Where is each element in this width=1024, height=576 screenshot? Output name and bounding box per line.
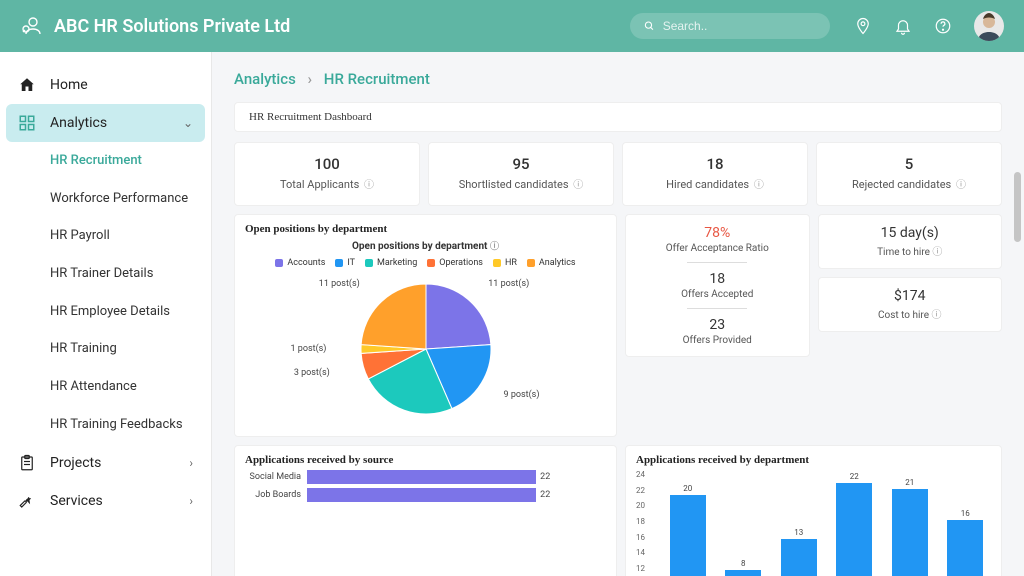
- sidebar-item-home[interactable]: Home: [0, 66, 211, 104]
- avatar[interactable]: [974, 11, 1004, 41]
- hbar-card: Applications received by source Social M…: [234, 445, 617, 576]
- search-icon: [644, 20, 655, 32]
- sidebar-sub-trainer[interactable]: HR Trainer Details: [0, 255, 211, 293]
- info-icon[interactable]: ⓘ: [932, 247, 942, 258]
- wrench-icon: [18, 492, 36, 510]
- sidebar-sub-payroll[interactable]: HR Payroll: [0, 217, 211, 255]
- sidebar-sub-feedbacks[interactable]: HR Training Feedbacks: [0, 406, 211, 444]
- kpi-hired: 18Hired candidates ⓘ: [622, 142, 808, 206]
- pie-chart: 11 post(s)9 post(s)3 post(s)1 post(s)11 …: [351, 274, 501, 428]
- breadcrumb: Analytics › HR Recruitment: [234, 70, 1002, 88]
- scrollbar[interactable]: [1014, 172, 1021, 566]
- offer-card: 78% Offer Acceptance Ratio 18 Offers Acc…: [625, 214, 810, 357]
- main-content: Analytics › HR Recruitment HR Recruitmen…: [212, 52, 1024, 576]
- time-hire-card: 15 day(s) Time to hire ⓘ: [818, 214, 1003, 269]
- kpi-total: 100Total Applicants ⓘ: [234, 142, 420, 206]
- breadcrumb-current: HR Recruitment: [324, 70, 430, 88]
- sidebar-item-analytics[interactable]: Analytics ⌄: [6, 104, 205, 142]
- chevron-right-icon: ›: [189, 494, 193, 508]
- topbar: ABC HR Solutions Private Ltd: [0, 0, 1024, 52]
- search-input[interactable]: [663, 19, 816, 33]
- vbar-card: Applications received by department 2422…: [625, 445, 1002, 576]
- home-icon: [18, 76, 36, 94]
- kpi-rejected: 5Rejected candidates ⓘ: [816, 142, 1002, 206]
- info-icon[interactable]: ⓘ: [754, 180, 764, 191]
- bell-icon[interactable]: [894, 17, 912, 35]
- grid-icon: [18, 114, 36, 132]
- person-search-icon: [20, 14, 44, 38]
- sidebar-sub-employee[interactable]: HR Employee Details: [0, 293, 211, 331]
- search-box[interactable]: [630, 13, 830, 39]
- brand-logo: ABC HR Solutions Private Ltd: [20, 14, 290, 38]
- sidebar-sub-recruitment[interactable]: HR Recruitment: [0, 142, 211, 180]
- sidebar-sub-training[interactable]: HR Training: [0, 330, 211, 368]
- cost-hire-card: $174 Cost to hire ⓘ: [818, 277, 1003, 332]
- chevron-right-icon: ›: [189, 456, 193, 470]
- info-icon[interactable]: ⓘ: [956, 180, 966, 191]
- info-icon[interactable]: ⓘ: [490, 242, 499, 252]
- location-icon[interactable]: [854, 17, 872, 35]
- clipboard-icon: [18, 454, 36, 472]
- chevron-down-icon: ⌄: [183, 116, 193, 130]
- breadcrumb-analytics[interactable]: Analytics: [234, 70, 296, 88]
- info-icon[interactable]: ⓘ: [573, 180, 583, 191]
- pie-legend: AccountsITMarketingOperationsHRAnalytics: [245, 258, 606, 268]
- brand-name: ABC HR Solutions Private Ltd: [54, 16, 290, 37]
- dashboard-title: HR Recruitment Dashboard: [234, 102, 1002, 132]
- sidebar-item-services[interactable]: Services ›: [0, 482, 211, 520]
- bar-chart: 242220181614121086 20813222116: [636, 470, 991, 576]
- help-icon[interactable]: [934, 17, 952, 35]
- info-icon[interactable]: ⓘ: [932, 310, 942, 321]
- sidebar-item-projects[interactable]: Projects ›: [0, 444, 211, 482]
- kpi-shortlisted: 95Shortlisted candidates ⓘ: [428, 142, 614, 206]
- info-icon[interactable]: ⓘ: [364, 180, 374, 191]
- sidebar-sub-workforce[interactable]: Workforce Performance: [0, 180, 211, 218]
- sidebar: Home Analytics ⌄ HR Recruitment Workforc…: [0, 52, 212, 576]
- sidebar-sub-attendance[interactable]: HR Attendance: [0, 368, 211, 406]
- pie-card: Open positions by department Open positi…: [234, 214, 617, 437]
- kpi-row: 100Total Applicants ⓘ 95Shortlisted cand…: [234, 142, 1002, 206]
